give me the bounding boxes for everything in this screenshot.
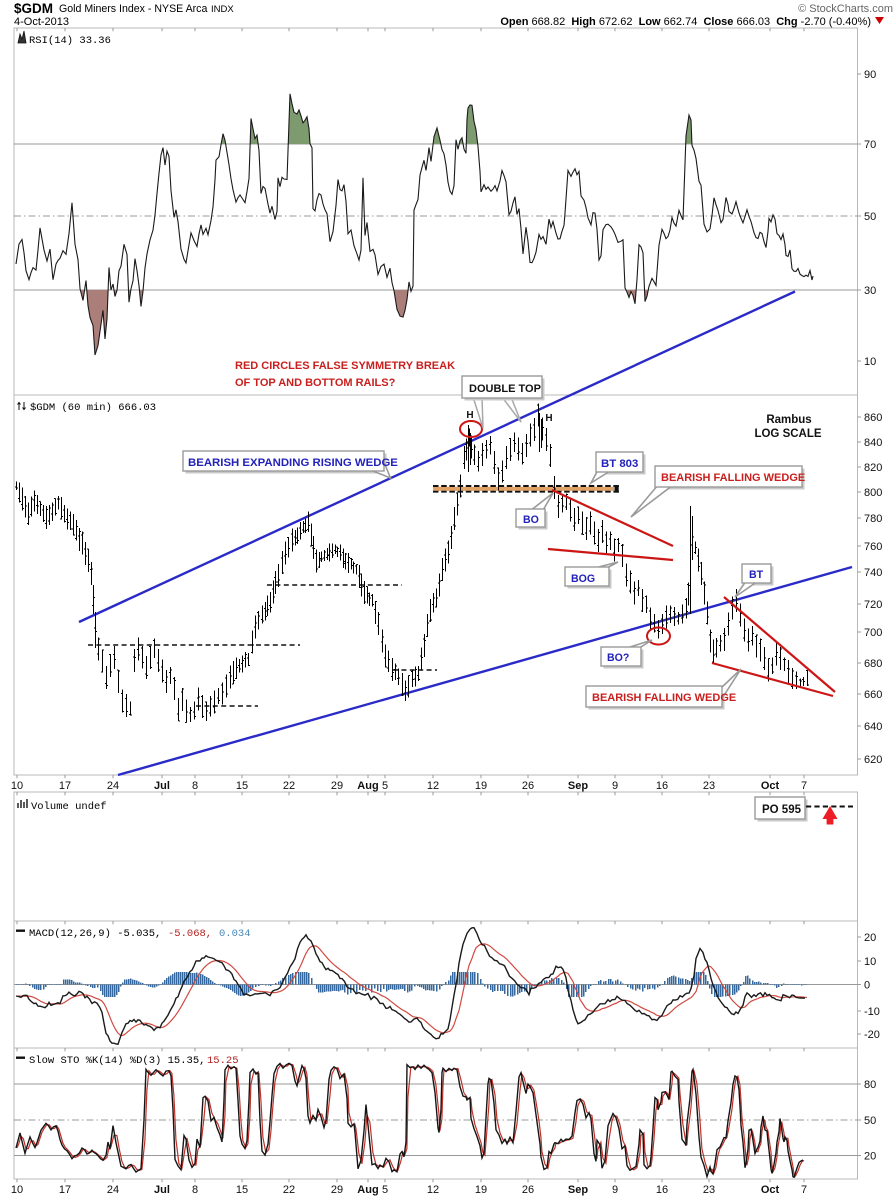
svg-text:Aug: Aug (357, 1184, 378, 1196)
svg-text:BO?: BO? (607, 652, 629, 664)
svg-text:620: 620 (864, 754, 882, 766)
svg-text:BOG: BOG (571, 573, 595, 585)
svg-text:Rambus: Rambus (766, 414, 811, 426)
svg-text:LOG SCALE: LOG SCALE (754, 428, 821, 440)
svg-text:15: 15 (236, 1184, 248, 1196)
svg-text:MACD(12,26,9) -5.035,: MACD(12,26,9) -5.035, (29, 928, 161, 940)
svg-text:BEARISH FALLING WEDGE: BEARISH FALLING WEDGE (661, 472, 805, 484)
svg-text:BO: BO (523, 514, 539, 526)
svg-text:640: 640 (864, 721, 882, 733)
svg-text:Oct: Oct (761, 780, 780, 792)
svg-text:29: 29 (331, 1184, 343, 1196)
svg-text:9: 9 (612, 780, 618, 792)
svg-text:PO 595: PO 595 (762, 804, 802, 816)
svg-text:10: 10 (11, 780, 23, 792)
svg-text:RED CIRCLES FALSE SYMMETRY BRE: RED CIRCLES FALSE SYMMETRY BREAK (235, 360, 455, 372)
svg-text:660: 660 (864, 689, 882, 701)
svg-text:740: 740 (864, 567, 882, 579)
svg-text:BT: BT (749, 569, 764, 581)
svg-text:BT 803: BT 803 (601, 458, 638, 470)
svg-text:Slow STO %K(14) %D(3) 15.35,: Slow STO %K(14) %D(3) 15.35, (29, 1055, 205, 1067)
svg-text:Sep: Sep (568, 1184, 588, 1196)
svg-text:680: 680 (864, 658, 882, 670)
svg-text:9: 9 (612, 1184, 618, 1196)
svg-text:H: H (545, 413, 552, 424)
svg-text:23: 23 (703, 780, 715, 792)
svg-text:0: 0 (864, 980, 870, 992)
svg-text:OF TOP AND BOTTOM RAILS?: OF TOP AND BOTTOM RAILS? (235, 377, 396, 389)
svg-text:720: 720 (864, 599, 882, 611)
svg-text:840: 840 (864, 437, 882, 449)
svg-text:12: 12 (427, 780, 439, 792)
svg-text:5: 5 (382, 780, 388, 792)
svg-text:20: 20 (864, 932, 876, 944)
svg-text:80: 80 (864, 1079, 876, 1091)
svg-text:22: 22 (283, 780, 295, 792)
svg-text:RSI(14) 33.36: RSI(14) 33.36 (29, 35, 111, 47)
svg-text:19: 19 (475, 1184, 487, 1196)
svg-text:90: 90 (864, 69, 876, 81)
svg-text:50: 50 (864, 1115, 876, 1127)
svg-text:30: 30 (864, 285, 876, 297)
svg-text:19: 19 (475, 780, 487, 792)
svg-text:15: 15 (236, 780, 248, 792)
svg-text:Open 668.82 High 672.62 Low: Open 668.82 High 672.62 Low 662.74 Close… (500, 16, 871, 28)
svg-text:760: 760 (864, 541, 882, 553)
svg-text:Jul: Jul (154, 1184, 170, 1196)
svg-text:29: 29 (331, 780, 343, 792)
svg-text:© StockCharts.com: © StockCharts.com (798, 3, 893, 15)
svg-text:23: 23 (703, 1184, 715, 1196)
svg-text:10: 10 (864, 356, 876, 368)
svg-text:8: 8 (192, 1184, 198, 1196)
svg-text:24: 24 (107, 780, 119, 792)
svg-text:-10: -10 (864, 1006, 880, 1018)
svg-text:20: 20 (864, 1151, 876, 1163)
svg-text:10: 10 (11, 1184, 23, 1196)
svg-text:860: 860 (864, 412, 882, 424)
svg-text:26: 26 (522, 780, 534, 792)
svg-text:INDX: INDX (211, 4, 234, 15)
svg-text:5: 5 (382, 1184, 388, 1196)
svg-text:7: 7 (801, 1184, 807, 1196)
svg-text:Aug: Aug (357, 780, 378, 792)
svg-text:-5.068,: -5.068, (168, 928, 212, 940)
svg-text:Volume undef: Volume undef (31, 801, 107, 813)
svg-text:12: 12 (427, 1184, 439, 1196)
svg-text:10: 10 (864, 956, 876, 968)
svg-text:22: 22 (283, 1184, 295, 1196)
svg-text:Sep: Sep (568, 780, 588, 792)
svg-text:Gold Miners Index - NYSE Arca: Gold Miners Index - NYSE Arca (59, 3, 207, 15)
svg-text:24: 24 (107, 1184, 119, 1196)
svg-text:16: 16 (656, 1184, 668, 1196)
svg-text:820: 820 (864, 462, 882, 474)
svg-text:BEARISH EXPANDING RISING WEDGE: BEARISH EXPANDING RISING WEDGE (188, 457, 398, 469)
svg-text:16: 16 (656, 780, 668, 792)
svg-text:8: 8 (192, 780, 198, 792)
svg-text:DOUBLE TOP: DOUBLE TOP (469, 383, 541, 395)
svg-text:H: H (466, 410, 473, 421)
svg-text:Oct: Oct (761, 1184, 780, 1196)
svg-text:15.25: 15.25 (207, 1055, 239, 1067)
svg-text:Jul: Jul (154, 780, 170, 792)
svg-text:7: 7 (801, 780, 807, 792)
svg-text:4-Oct-2013: 4-Oct-2013 (14, 16, 69, 28)
svg-text:$GDM (60 min) 666.03: $GDM (60 min) 666.03 (30, 402, 156, 414)
svg-text:BEARISH FALLING WEDGE: BEARISH FALLING WEDGE (592, 692, 736, 704)
svg-text:800: 800 (864, 487, 882, 499)
svg-text:70: 70 (864, 139, 876, 151)
svg-text:17: 17 (59, 1184, 71, 1196)
svg-text:26: 26 (522, 1184, 534, 1196)
svg-text:$GDM: $GDM (14, 1, 53, 16)
svg-text:17: 17 (59, 780, 71, 792)
svg-text:700: 700 (864, 627, 882, 639)
svg-text:780: 780 (864, 513, 882, 525)
svg-text:0.034: 0.034 (219, 928, 251, 940)
svg-text:50: 50 (864, 211, 876, 223)
svg-text:-20: -20 (864, 1029, 880, 1041)
